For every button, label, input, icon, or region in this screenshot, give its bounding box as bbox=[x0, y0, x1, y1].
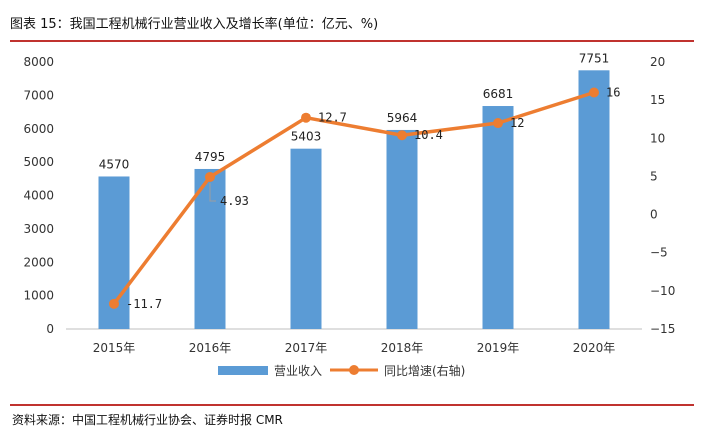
line-point bbox=[205, 171, 215, 182]
bar-labels: 4570 4795 5403 5964 6681 7751 bbox=[99, 51, 610, 171]
line-point bbox=[493, 118, 503, 129]
bar bbox=[386, 129, 418, 329]
bar-value-label: 5403 bbox=[291, 130, 322, 144]
left-axis-tick-label: 6000 bbox=[23, 122, 54, 136]
chart-title: 图表 15：我国工程机械行业营业收入及增长率(单位：亿元、%) bbox=[10, 16, 379, 32]
left-axis-tick-label: 5000 bbox=[23, 155, 54, 169]
legend-line-label: 同比增速(右轴) bbox=[384, 363, 465, 378]
chart-title-bar: 图表 15：我国工程机械行业营业收入及增长率(单位：亿元、%) bbox=[10, 6, 694, 38]
x-axis-tick-label: 2018年 bbox=[381, 341, 424, 355]
left-axis-tick-label: 1000 bbox=[23, 289, 54, 303]
right-axis-tick-label: 20 bbox=[650, 55, 665, 69]
label-leader-line bbox=[209, 182, 216, 202]
left-axis: 0 1000 2000 3000 4000 5000 6000 7000 8000 bbox=[23, 55, 54, 336]
right-axis-tick-label: 0 bbox=[650, 208, 658, 222]
legend-line-marker bbox=[349, 365, 359, 375]
left-axis-tick-label: 0 bbox=[46, 322, 54, 336]
bar-value-label: 4795 bbox=[195, 150, 226, 164]
bar-value-label: 5964 bbox=[387, 111, 418, 125]
x-axis: 2015年 2016年 2017年 2018年 2019年 2020年 bbox=[93, 341, 616, 355]
left-axis-tick-label: 2000 bbox=[23, 255, 54, 269]
bar-value-label: 4570 bbox=[99, 157, 130, 171]
legend-bar-swatch bbox=[218, 366, 268, 375]
line-labels: -11.7 4.93 12.7 10.4 12 16 bbox=[126, 86, 620, 311]
right-axis-tick-label: 15 bbox=[650, 93, 665, 107]
right-axis-tick-label: −5 bbox=[650, 246, 668, 260]
right-axis-tick-label: −10 bbox=[650, 284, 675, 298]
bar bbox=[578, 70, 610, 330]
legend-bar-label: 营业收入 bbox=[274, 364, 322, 378]
line-value-label: 4.93 bbox=[220, 194, 249, 208]
bar bbox=[290, 148, 322, 329]
line-point bbox=[109, 298, 119, 309]
right-axis-tick-label: −15 bbox=[650, 322, 675, 336]
bar-series bbox=[98, 70, 610, 330]
bar bbox=[482, 106, 514, 329]
line-point bbox=[589, 87, 599, 98]
line-value-label: 12 bbox=[510, 116, 524, 130]
footer-divider bbox=[10, 404, 694, 406]
bar-value-label: 6681 bbox=[483, 87, 514, 101]
line-point bbox=[397, 130, 407, 141]
line-value-label: 16 bbox=[606, 86, 620, 100]
x-axis-tick-label: 2015年 bbox=[93, 341, 136, 355]
right-axis: −15 −10 −5 0 5 10 15 20 bbox=[650, 55, 675, 336]
line-value-label: 10.4 bbox=[414, 128, 443, 142]
x-axis-tick-label: 2016年 bbox=[189, 341, 232, 355]
right-axis-tick-label: 10 bbox=[650, 131, 665, 145]
left-axis-tick-label: 4000 bbox=[23, 189, 54, 203]
title-divider bbox=[10, 40, 694, 42]
growth-line bbox=[112, 90, 595, 305]
line-value-label: -11.7 bbox=[126, 297, 162, 311]
left-axis-tick-label: 3000 bbox=[23, 222, 54, 236]
line-series bbox=[109, 87, 599, 309]
x-axis-tick-label: 2017年 bbox=[285, 341, 328, 355]
left-axis-tick-label: 7000 bbox=[23, 88, 54, 102]
line-value-label: 12.7 bbox=[318, 111, 347, 125]
bar-value-label: 7751 bbox=[579, 51, 610, 65]
source-note: 资料来源：中国工程机械行业协会、证券时报 CMR bbox=[12, 413, 283, 427]
left-axis-tick-label: 8000 bbox=[23, 55, 54, 69]
legend: 营业收入 同比增速(右轴) bbox=[218, 363, 465, 378]
right-axis-tick-label: 5 bbox=[650, 169, 658, 183]
x-axis-tick-label: 2020年 bbox=[573, 341, 616, 355]
line-point bbox=[301, 112, 311, 123]
x-axis-tick-label: 2019年 bbox=[477, 341, 520, 355]
